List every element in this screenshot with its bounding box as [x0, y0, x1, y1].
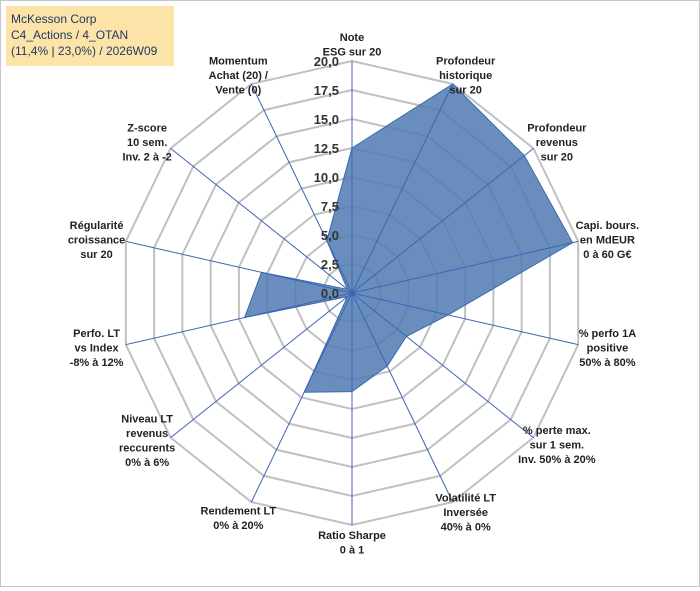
- axis-label-line: % perfo 1A: [579, 328, 637, 340]
- tick-label: 0,0: [321, 286, 339, 301]
- axis-spoke: [170, 292, 353, 439]
- axis-labels: Note ESG sur 20 Profondeur historique sur 20…: [68, 32, 639, 556]
- axis-label-line: -8% à 12%: [70, 357, 124, 369]
- axis-label-line: sur 1 sem.: [530, 439, 584, 451]
- axis-spoke: [250, 292, 353, 503]
- axis-label-line: 0% à 6%: [125, 457, 169, 469]
- axis-label: Momentum Achat (20) / Vente (0): [209, 55, 268, 96]
- axis-label: Régularité croissance sur 20: [68, 220, 125, 261]
- axis-label-line: sur 20: [449, 84, 481, 96]
- axis-label-line: positive: [587, 342, 629, 354]
- axis-label-line: Note: [340, 32, 364, 44]
- tick-label: 5,0: [321, 228, 339, 243]
- axis-label: Profondeur historique sur 20: [436, 55, 496, 96]
- axis-label-line: Ratio Sharpe: [318, 530, 386, 542]
- axis-label: Profondeur revenus sur 20: [527, 123, 587, 164]
- axis-spoke: [351, 240, 579, 294]
- axis-spoke: [351, 292, 579, 346]
- axis-label-line: ESG sur 20: [323, 47, 382, 59]
- axis-label-line: Capi. bours.: [576, 220, 640, 232]
- axis-spoke: [351, 292, 534, 439]
- axis-spoke: [351, 83, 454, 294]
- axis-label-line: reccurents: [119, 443, 175, 455]
- axis-label-line: % perte max.: [523, 425, 591, 437]
- axis-label: % perte max. sur 1 sem. Inv. 50% à 20%: [518, 425, 596, 466]
- axis-label-line: Inversée: [443, 507, 488, 519]
- axis-label-line: Inv. 50% à 20%: [518, 454, 596, 466]
- tick-label: 12,5: [314, 141, 339, 156]
- axis-label: Z-score 10 sem. Inv. 2 à -2: [122, 123, 171, 164]
- title-line-company: McKesson Corp: [11, 12, 97, 26]
- axis-spoke: [250, 83, 353, 294]
- axis-label: Note ESG sur 20: [323, 32, 382, 59]
- spokes: [125, 61, 579, 525]
- axis-label-line: Volatilité LT: [435, 492, 496, 504]
- tick-label: 7,5: [321, 199, 339, 214]
- axis-label: Ratio Sharpe 0 à 1: [318, 530, 386, 557]
- axis-label-line: sur 20: [541, 152, 573, 164]
- axis-label-line: 50% à 80%: [579, 357, 635, 369]
- axis-label-line: en MdEUR: [580, 234, 635, 246]
- axis-label-line: Inv. 2 à -2: [122, 152, 171, 164]
- axis-label-line: 0% à 20%: [213, 520, 263, 532]
- axis-label-line: Vente (0): [215, 84, 261, 96]
- tick-label: 10,0: [314, 170, 339, 185]
- axis-label-line: 10 sem.: [127, 137, 167, 149]
- axis-label-line: historique: [439, 70, 492, 82]
- axis-label-line: Niveau LT: [121, 414, 173, 426]
- title-box: McKesson Corp C4_Actions / 4_OTAN (11,4%…: [6, 6, 174, 66]
- axis-spoke: [351, 147, 534, 294]
- tick-label: 2,5: [321, 257, 339, 272]
- axis-label-line: Achat (20) /: [209, 70, 268, 82]
- axis-label-line: 0 à 60 G€: [583, 249, 631, 261]
- axis-label-line: Profondeur: [436, 55, 496, 67]
- axis-label: Volatilité LT Inversée 40% à 0%: [435, 492, 496, 533]
- radial-tick-labels: 0,0 2,5 5,0 7,5 10,0 12,5 15,0 17,5 20,0: [314, 54, 339, 301]
- axis-label: Niveau LT revenus reccurents 0% à 6%: [119, 414, 175, 470]
- axis-label: Rendement LT 0% à 20%: [201, 505, 277, 532]
- series-area: [243, 83, 574, 393]
- axis-label: Perfo. LT vs Index -8% à 12%: [70, 328, 124, 369]
- axis-label-line: sur 20: [80, 249, 112, 261]
- axis-label-line: vs Index: [75, 342, 120, 354]
- axis-label-line: Perfo. LT: [73, 328, 120, 340]
- tick-label: 15,0: [314, 112, 339, 127]
- title-line-period: (11,4% | 23,0%) / 2026W09: [11, 44, 158, 58]
- axis-label: Capi. bours. en MdEUR 0 à 60 G€: [576, 220, 640, 261]
- tick-label: 17,5: [314, 83, 339, 98]
- axis-label-line: Momentum: [209, 55, 268, 67]
- axis-label-line: Profondeur: [527, 123, 587, 135]
- axis-label-line: Régularité: [70, 220, 124, 232]
- axis-label-line: croissance: [68, 234, 125, 246]
- axis-label-line: Z-score: [127, 123, 167, 135]
- axis-spoke: [125, 292, 353, 346]
- tick-label: 20,0: [314, 54, 339, 69]
- title-line-category: C4_Actions / 4_OTAN: [11, 28, 129, 42]
- series: [243, 83, 574, 393]
- axis-label-line: revenus: [536, 137, 578, 149]
- axis-spoke: [125, 240, 353, 294]
- axis-label-line: revenus: [126, 428, 168, 440]
- axis-label-line: Rendement LT: [201, 505, 277, 517]
- axis-spoke: [351, 292, 454, 503]
- axis-label-line: 0 à 1: [340, 545, 364, 557]
- axis-label-line: 40% à 0%: [441, 521, 491, 533]
- axis-spoke: [170, 147, 353, 294]
- axis-label: % perfo 1A positive 50% à 80%: [579, 328, 637, 369]
